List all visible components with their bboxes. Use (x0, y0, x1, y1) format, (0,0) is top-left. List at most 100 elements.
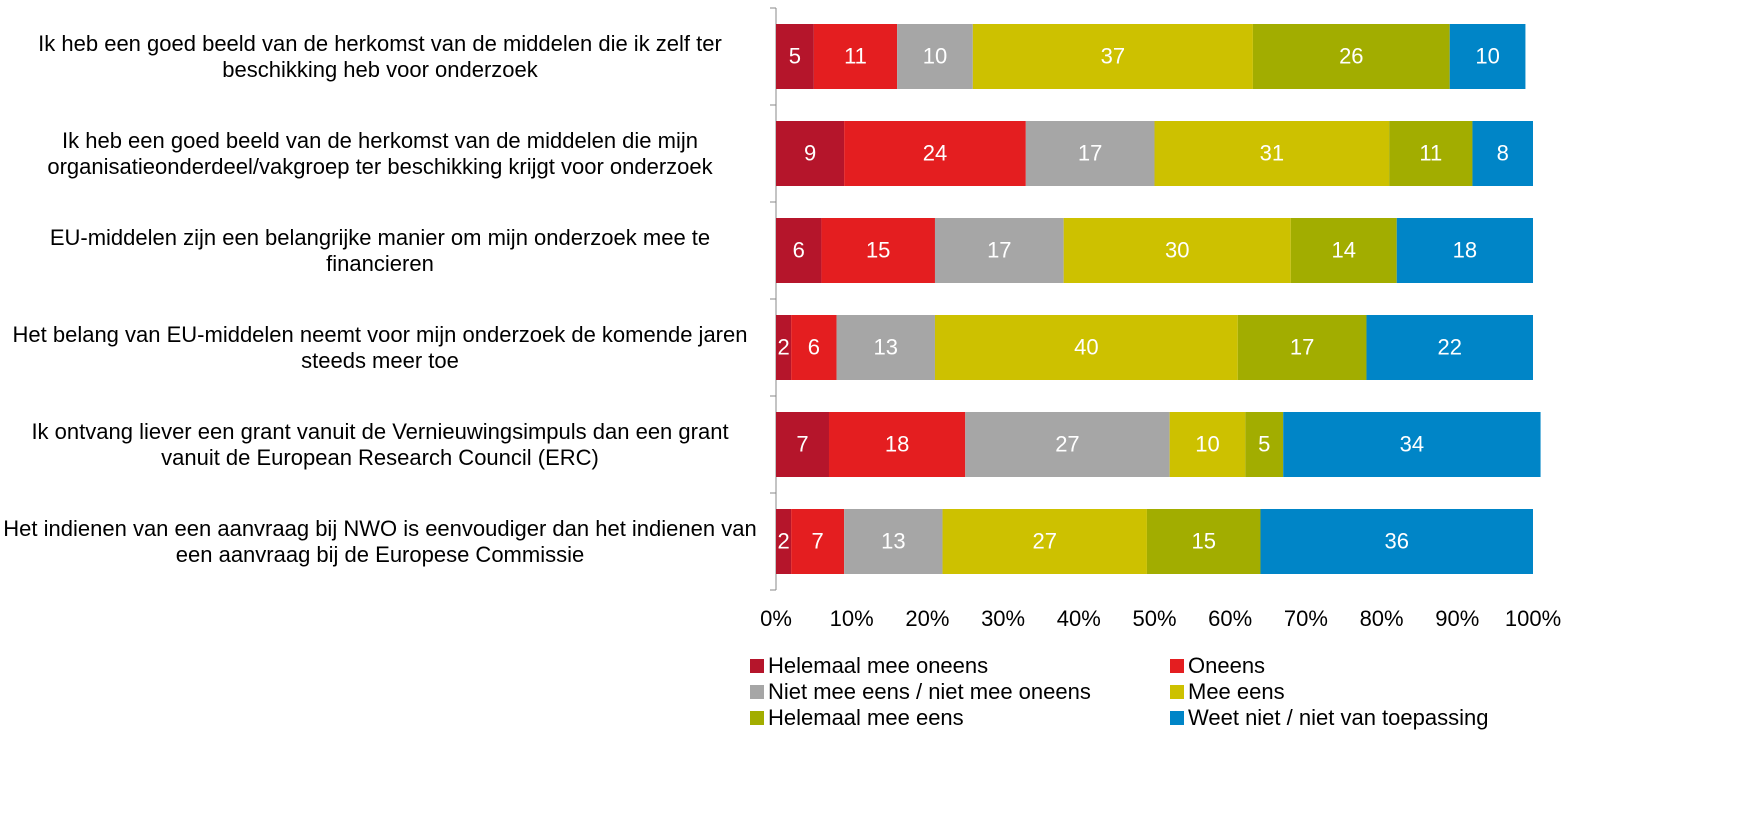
bar-segment (844, 509, 943, 574)
bar-segment (776, 315, 792, 380)
value-label: 13 (881, 528, 905, 553)
x-tick-label: 100% (1505, 606, 1561, 631)
bar-segment (1154, 121, 1390, 186)
category-label: Het indienen van een aanvraag bij NWO is… (3, 515, 757, 567)
value-label: 36 (1384, 528, 1408, 553)
value-label: 2 (777, 528, 789, 553)
bar-segment (791, 509, 845, 574)
value-label: 5 (1258, 431, 1270, 456)
value-label: 17 (1290, 334, 1314, 359)
value-label: 17 (987, 237, 1011, 262)
value-label: 26 (1339, 43, 1363, 68)
x-tick-label: 80% (1360, 606, 1404, 631)
value-label: 11 (844, 43, 867, 68)
value-label: 22 (1437, 334, 1461, 359)
bar-segment (1252, 24, 1450, 89)
bar-segment (942, 509, 1147, 574)
value-label: 14 (1332, 237, 1356, 262)
bar-segment (813, 24, 898, 89)
bar-segment (1237, 315, 1367, 380)
bar-segment (934, 315, 1238, 380)
bar-segment (1366, 315, 1533, 380)
category-label: Ik ontvang liever een grant vanuit de Ve… (31, 418, 729, 470)
x-tick-label: 0% (760, 606, 792, 631)
value-label: 11 (1419, 140, 1442, 165)
bar-segment (844, 121, 1026, 186)
legend-swatch (1170, 711, 1184, 725)
x-tick-label: 70% (1284, 606, 1328, 631)
value-label: 17 (1078, 140, 1102, 165)
bar-segment (821, 218, 935, 283)
bar-segment (1245, 412, 1284, 477)
x-tick-label: 30% (981, 606, 1025, 631)
value-label: 7 (812, 528, 824, 553)
bar-segment (1146, 509, 1261, 574)
bar-segment (1389, 121, 1473, 186)
value-label: 6 (808, 334, 820, 359)
x-tick-label: 10% (830, 606, 874, 631)
bar-segment (934, 218, 1064, 283)
x-tick-label: 90% (1435, 606, 1479, 631)
value-label: 7 (796, 431, 808, 456)
legend-label: Niet mee eens / niet mee oneens (768, 679, 1091, 704)
value-label: 10 (1195, 431, 1219, 456)
legend-label: Helemaal mee oneens (768, 653, 988, 678)
value-label: 15 (1191, 528, 1215, 553)
bar-segment (828, 412, 966, 477)
bar-segment (1290, 218, 1397, 283)
value-label: 10 (1475, 43, 1499, 68)
bar-segment (776, 412, 829, 477)
value-label: 18 (885, 431, 909, 456)
value-label: 8 (1497, 140, 1509, 165)
value-label: 27 (1032, 528, 1056, 553)
x-tick-label: 50% (1132, 606, 1176, 631)
value-label: 37 (1101, 43, 1125, 68)
category-label: Ik heb een goed beeld van de herkomst va… (47, 127, 713, 179)
category-label: EU-middelen zijn een belangrijke manier … (49, 224, 711, 276)
value-label: 18 (1453, 237, 1477, 262)
bar-segment (1025, 121, 1155, 186)
legend-label: Weet niet / niet van toepassing (1188, 705, 1488, 730)
value-label: 27 (1055, 431, 1079, 456)
value-label: 9 (804, 140, 816, 165)
value-label: 24 (923, 140, 947, 165)
legend-label: Mee eens (1188, 679, 1285, 704)
legend-swatch (1170, 659, 1184, 673)
legend-swatch (750, 711, 764, 725)
legend-label: Helemaal mee eens (768, 705, 964, 730)
bar-segment (1396, 218, 1533, 283)
bar-segment (1472, 121, 1533, 186)
x-tick-label: 20% (905, 606, 949, 631)
bar-segment (776, 121, 845, 186)
bar-segment (776, 218, 822, 283)
category-label: Het belang van EU-middelen neemt voor mi… (12, 321, 748, 373)
bar-segment (1169, 412, 1246, 477)
value-label: 10 (923, 43, 947, 68)
bar-segment (972, 24, 1253, 89)
legend-swatch (750, 685, 764, 699)
bar-segment (1283, 412, 1541, 477)
bar-segment (1449, 24, 1526, 89)
legend-label: Oneens (1188, 653, 1265, 678)
value-label: 34 (1400, 431, 1424, 456)
bar-segment (776, 509, 792, 574)
value-label: 40 (1074, 334, 1098, 359)
value-label: 6 (793, 237, 805, 262)
bar-segment (965, 412, 1170, 477)
legend-swatch (1170, 685, 1184, 699)
x-tick-label: 60% (1208, 606, 1252, 631)
value-label: 13 (874, 334, 898, 359)
legend-swatch (750, 659, 764, 673)
value-label: 2 (777, 334, 789, 359)
value-label: 5 (789, 43, 801, 68)
bar-segment (776, 24, 814, 89)
bar-segment (1063, 218, 1291, 283)
value-label: 15 (866, 237, 890, 262)
value-label: 30 (1165, 237, 1189, 262)
x-tick-label: 40% (1057, 606, 1101, 631)
category-label: Ik heb een goed beeld van de herkomst va… (38, 30, 722, 82)
bar-segment (791, 315, 837, 380)
bar-segment (1260, 509, 1533, 574)
